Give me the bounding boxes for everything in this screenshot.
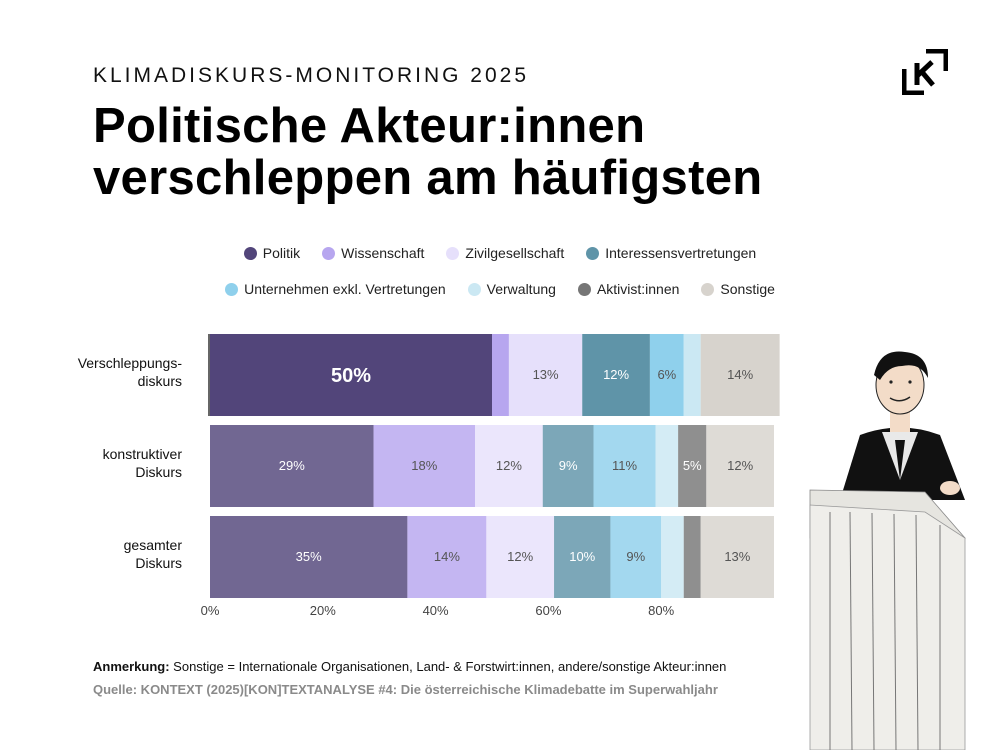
legend-swatch-icon — [467, 282, 481, 296]
source-citation: Quelle: KONTEXT (2025)[KON]TEXTANALYSE #… — [93, 682, 718, 697]
data-label: 9% — [559, 458, 578, 473]
data-label: 35% — [296, 549, 322, 564]
bar-segment — [706, 425, 774, 507]
legend-label: Sonstige — [720, 281, 775, 297]
legend-item: Aktivist:innen — [577, 279, 680, 299]
bar-segment — [655, 425, 679, 507]
bar-segment — [373, 425, 476, 507]
legend-swatch-icon — [243, 246, 257, 260]
legend-row: Unternehmen exkl. Vertretungen Verwaltung… — [0, 279, 1000, 299]
legend-swatch-icon — [322, 246, 336, 260]
speaker-at-podium-illustration — [809, 351, 966, 750]
data-label: 9% — [626, 549, 645, 564]
legend-label: Unternehmen exkl. Vertretungen — [244, 281, 446, 297]
bar-segment — [593, 425, 656, 507]
legend-label: Verwaltung — [486, 281, 556, 297]
bar-segment — [683, 516, 701, 598]
note-label: Anmerkung: — [93, 659, 170, 674]
bar-segment — [210, 334, 492, 416]
bar-segment — [508, 334, 583, 416]
bar-segment — [407, 516, 487, 598]
x-tick-label: 60% — [535, 603, 561, 618]
legend-item: Zivilgesellschaft — [446, 243, 564, 263]
bar-segment — [678, 425, 707, 507]
bar-segment — [210, 425, 374, 507]
legend-swatch-icon — [586, 246, 600, 260]
data-label: 14% — [727, 367, 753, 382]
data-label: 50% — [331, 365, 371, 387]
data-label: 12% — [507, 549, 533, 564]
legend-item: Unternehmen exkl. Vertretungen — [225, 279, 446, 299]
category-label: diskurs — [138, 373, 182, 389]
data-label: 12% — [727, 458, 753, 473]
data-label: 5% — [683, 458, 702, 473]
chart-note: Anmerkung: Sonstige = Internationale Org… — [93, 659, 726, 674]
bar-segment — [542, 425, 594, 507]
kicker: KLIMADISKURS-MONITORING 2025 — [93, 64, 530, 87]
legend-swatch-icon — [701, 282, 715, 296]
bar-segment — [210, 516, 408, 598]
title-line-2: verschleppen am häufigsten — [93, 151, 763, 205]
legend-label: Wissenschaft — [341, 245, 425, 261]
x-tick-label: 20% — [310, 603, 336, 618]
legend-label: Politik — [262, 245, 301, 261]
bar-segment — [582, 334, 650, 416]
legend-label: Aktivist:innen — [596, 281, 680, 297]
bar-segment — [661, 516, 684, 598]
data-label: 10% — [569, 549, 595, 564]
data-label: 18% — [411, 458, 437, 473]
bar-segment — [486, 516, 555, 598]
data-label: 11% — [612, 458, 637, 473]
data-label: 12% — [496, 458, 522, 473]
bar-segment — [649, 334, 684, 416]
category-label: Diskurs — [135, 464, 182, 480]
legend-item: Politik — [243, 243, 301, 263]
bar-segment — [683, 334, 701, 416]
category-label: Verschleppungs- — [78, 355, 183, 371]
data-label: 6% — [657, 367, 676, 382]
data-label: 13% — [724, 549, 750, 564]
legend-item: Sonstige — [701, 279, 775, 299]
legend-item: Verwaltung — [467, 279, 556, 299]
data-label: 29% — [279, 458, 305, 473]
x-tick-label: 0% — [201, 603, 220, 618]
bar-segment — [610, 516, 662, 598]
page-title: Politische Akteur:innen verschleppen am … — [93, 100, 763, 204]
category-label: gesamter — [124, 537, 183, 553]
data-label: 13% — [533, 367, 559, 382]
bar-segment — [700, 516, 774, 598]
bar-segment — [700, 334, 780, 416]
legend-swatch-icon — [225, 282, 239, 296]
legend-swatch-icon — [577, 282, 591, 296]
bar-segment — [475, 425, 543, 507]
title-line-1: Politische Akteur:innen — [93, 99, 646, 153]
chart-legend: Politik Wissenschaft Zivilgesellschaft Inte… — [0, 243, 1000, 315]
category-label: Diskurs — [135, 555, 182, 571]
x-tick-label: 80% — [648, 603, 674, 618]
legend-swatch-icon — [446, 246, 460, 260]
bar-segment — [492, 334, 509, 416]
kontext-logo-icon — [902, 49, 948, 95]
legend-label: Interessensvertretungen — [605, 245, 757, 261]
category-label: konstruktiver — [103, 446, 183, 462]
bar-segment — [554, 516, 611, 598]
legend-item: Wissenschaft — [322, 243, 424, 263]
x-tick-label: 40% — [423, 603, 449, 618]
data-label: 12% — [603, 367, 629, 382]
legend-row: Politik Wissenschaft Zivilgesellschaft Inte… — [0, 243, 1000, 263]
note-text: Sonstige = Internationale Organisationen… — [169, 659, 727, 674]
data-label: 14% — [434, 549, 460, 564]
legend-label: Zivilgesellschaft — [465, 245, 565, 261]
legend-item: Interessensvertretungen — [586, 243, 756, 263]
